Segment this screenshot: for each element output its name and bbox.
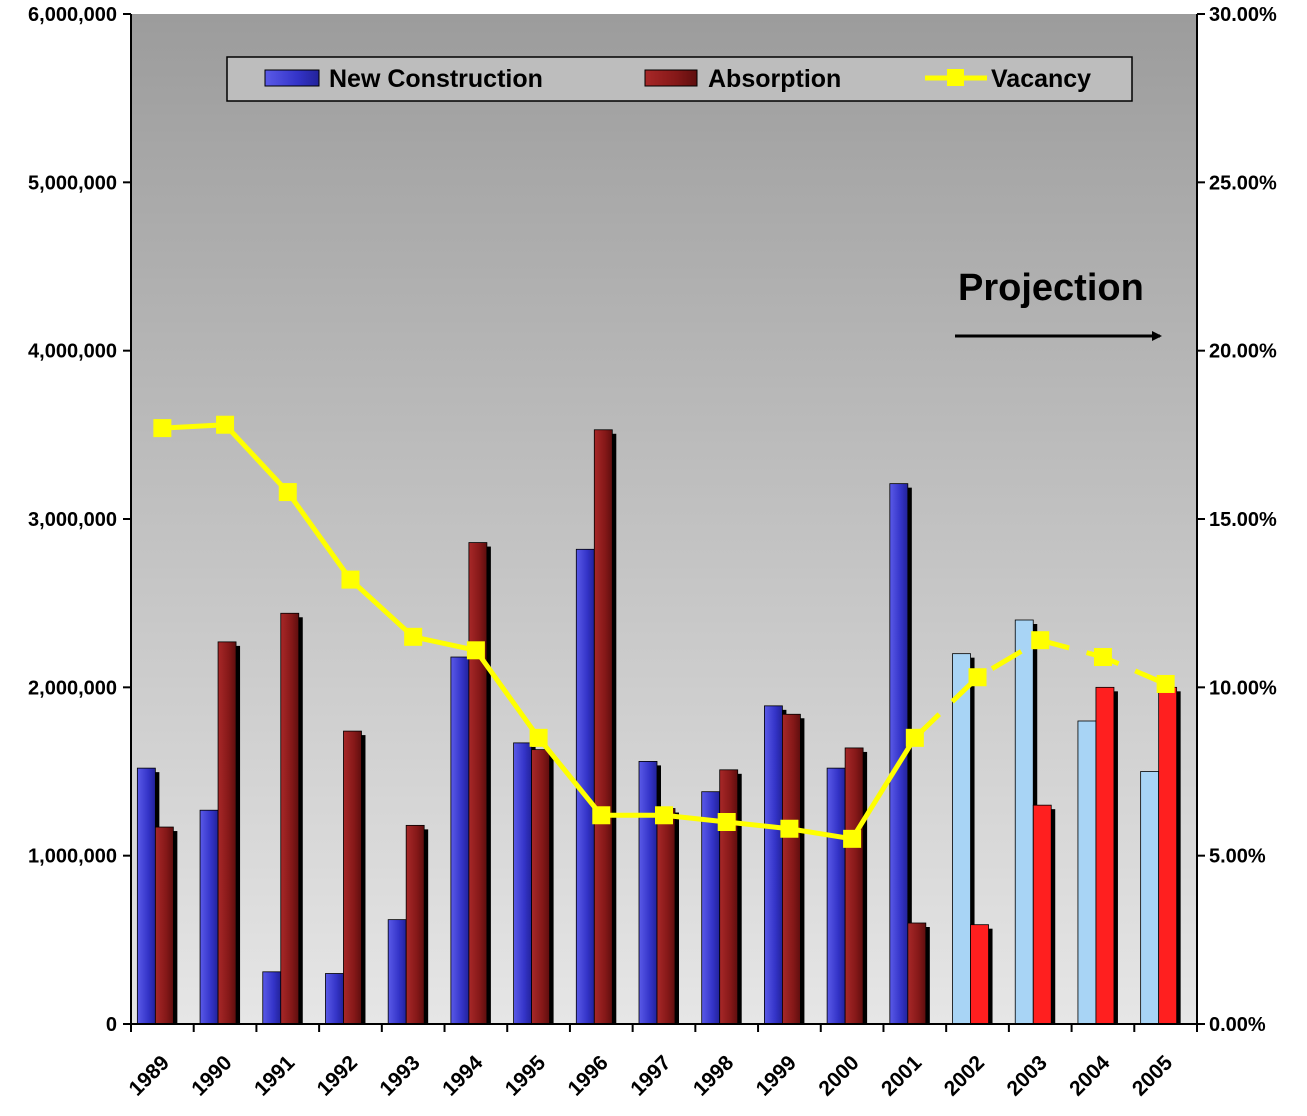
bar-absorption-1995 <box>531 749 550 1025</box>
point-vacancy-1996 <box>592 806 611 825</box>
right-tick-label: 5.00% <box>1209 846 1266 868</box>
point-vacancy-2000 <box>843 829 862 848</box>
bar-new-construction-2002 <box>952 653 971 1025</box>
bar-absorption-2001 <box>907 922 927 1025</box>
right-tick-label: 30.00% <box>1209 4 1277 26</box>
point-vacancy-1989 <box>153 419 172 438</box>
bar-absorption-1990 <box>217 641 237 1025</box>
left-tick-label: 3,000,000 <box>28 509 117 531</box>
left-tick-label: 0 <box>106 1014 117 1036</box>
left-tick-label: 6,000,000 <box>28 4 117 26</box>
point-vacancy-2004 <box>1093 648 1112 667</box>
x-tick-label-1991: 1991 <box>250 1051 300 1101</box>
bar-absorption-1996 <box>593 429 613 1025</box>
bar-new-construction-1995 <box>513 742 532 1025</box>
bar-absorption-2005 <box>1158 686 1178 1025</box>
bar-absorption-1998 <box>719 769 739 1025</box>
x-tick-label-2000: 2000 <box>814 1051 863 1100</box>
bar-new-construction-1992 <box>325 973 344 1025</box>
right-tick-label: 20.00% <box>1209 341 1277 363</box>
legend: New Construction Absorption Vacancy <box>226 56 1133 102</box>
bars-layer <box>136 429 1181 1025</box>
bar-new-construction-1998 <box>701 791 721 1025</box>
bar-new-construction-1993 <box>387 919 407 1025</box>
x-axis-ticks: 1989 1990 1991 1992 1993 1994 1995 1996 1997 1998… <box>125 1024 1198 1101</box>
right-tick-label: 25.00% <box>1209 172 1277 194</box>
bar-absorption-1989 <box>154 826 174 1025</box>
x-tick-label-1998: 1998 <box>689 1051 739 1101</box>
left-axis-ticks: 0 1,000,000 2,000,000 3,000,000 4,000,000 5,0… <box>28 4 131 1036</box>
bar-new-construction-2000 <box>826 767 846 1025</box>
point-vacancy-2002 <box>968 668 987 687</box>
bar-new-construction-1989 <box>136 767 156 1025</box>
bar-absorption-1999 <box>782 713 801 1025</box>
left-tick-label: 2,000,000 <box>28 677 117 699</box>
bar-new-construction-2005 <box>1140 771 1160 1025</box>
point-vacancy-1997 <box>655 806 673 825</box>
point-vacancy-1992 <box>341 570 360 589</box>
point-vacancy-1999 <box>780 819 799 838</box>
right-tick-label: 0.00% <box>1209 1014 1266 1036</box>
legend-swatch-absorption <box>644 69 698 87</box>
x-tick-label-1996: 1996 <box>564 1051 613 1100</box>
x-tick-label-2003: 2003 <box>1002 1051 1051 1100</box>
bar-absorption-2003 <box>1032 804 1052 1025</box>
legend-label-absorption: Absorption <box>708 65 841 93</box>
x-tick-label-1997: 1997 <box>626 1051 675 1100</box>
point-vacancy-2003 <box>1031 631 1050 650</box>
x-tick-label-2005: 2005 <box>1128 1051 1178 1101</box>
bar-absorption-2000 <box>844 747 864 1025</box>
right-tick-label: 10.00% <box>1209 677 1277 699</box>
legend-swatch-vacancy-marker <box>947 69 964 86</box>
bar-absorption-1992 <box>343 730 362 1025</box>
point-vacancy-2001 <box>905 728 924 747</box>
bar-absorption-1994 <box>468 542 488 1025</box>
bar-absorption-2002 <box>970 924 989 1025</box>
left-tick-label: 4,000,000 <box>28 341 117 363</box>
point-vacancy-1993 <box>404 627 423 646</box>
x-tick-label-2001: 2001 <box>877 1051 927 1101</box>
left-tick-label: 5,000,000 <box>28 172 117 194</box>
bar-new-construction-2004 <box>1077 720 1097 1025</box>
point-vacancy-2005 <box>1156 674 1175 693</box>
bar-new-construction-1999 <box>764 705 783 1025</box>
projection-annotation: Projection <box>958 267 1144 309</box>
point-vacancy-1991 <box>278 483 297 502</box>
right-axis-ticks: 0.00% 5.00% 10.00% 15.00% 20.00% 25.00% 30.00% <box>1197 4 1277 1036</box>
bar-new-construction-1994 <box>450 656 470 1025</box>
left-tick-label: 1,000,000 <box>28 846 117 868</box>
vacancy-line-layer <box>153 415 1175 848</box>
right-tick-label: 15.00% <box>1209 509 1277 531</box>
x-tick-label-1994: 1994 <box>438 1051 488 1101</box>
legend-label-new-construction: New Construction <box>329 65 543 93</box>
x-tick-label-1999: 1999 <box>752 1051 801 1100</box>
bar-new-construction-1997 <box>638 761 658 1025</box>
bar-absorption-1993 <box>405 824 425 1025</box>
x-tick-label-1992: 1992 <box>313 1051 362 1100</box>
bar-absorption-2004 <box>1095 686 1115 1025</box>
x-tick-label-1989: 1989 <box>125 1051 174 1100</box>
point-vacancy-1990 <box>216 415 235 434</box>
point-vacancy-1998 <box>717 813 736 831</box>
point-vacancy-1994 <box>466 641 485 660</box>
x-tick-label-1993: 1993 <box>375 1051 424 1100</box>
x-tick-label-2002: 2002 <box>940 1051 989 1100</box>
bar-new-construction-2003 <box>1014 619 1034 1025</box>
bar-new-construction-1990 <box>199 809 219 1025</box>
x-tick-label-2004: 2004 <box>1065 1051 1115 1101</box>
bar-absorption-1991 <box>280 612 300 1025</box>
point-vacancy-1995 <box>529 728 548 747</box>
bar-new-construction-1991 <box>262 971 282 1025</box>
bar-absorption-1997 <box>656 808 676 1025</box>
legend-label-vacancy: Vacancy <box>991 65 1091 93</box>
x-tick-label-1995: 1995 <box>501 1051 551 1101</box>
legend-swatch-new-construction <box>264 69 320 87</box>
x-tick-label-1990: 1990 <box>187 1051 236 1100</box>
